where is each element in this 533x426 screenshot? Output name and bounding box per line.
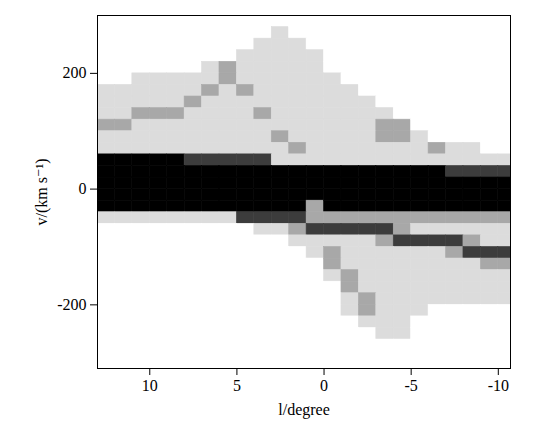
svg-text:-10: -10 [488, 377, 509, 394]
svg-text:5: 5 [233, 377, 241, 394]
svg-text:v/(km s⁻¹): v/(km s⁻¹) [33, 158, 51, 225]
svg-text:200: 200 [63, 64, 87, 81]
svg-text:10: 10 [142, 377, 158, 394]
svg-text:-200: -200 [57, 296, 86, 313]
svg-text:0: 0 [79, 180, 87, 197]
svg-text:0: 0 [320, 377, 328, 394]
svg-text:-5: -5 [405, 377, 418, 394]
svg-text:l/degree: l/degree [278, 401, 330, 419]
